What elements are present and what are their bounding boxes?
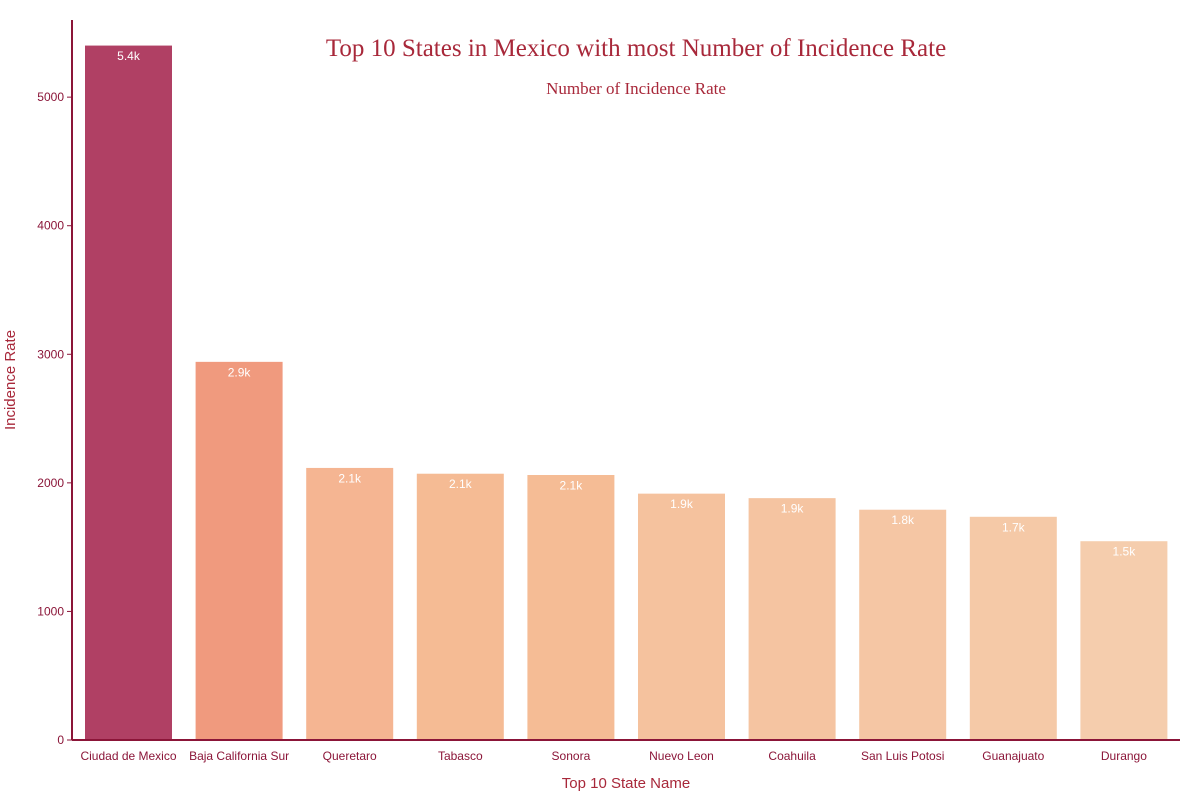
bar-value-label: 2.1k bbox=[560, 479, 584, 493]
bar-ciudad-de-mexico bbox=[84, 44, 173, 741]
chart-subtitle: Number of Incidence Rate bbox=[546, 79, 726, 98]
x-tick-label: Coahuila bbox=[768, 749, 816, 763]
y-tick-label: 2000 bbox=[37, 476, 64, 490]
bar-value-label: 5.4k bbox=[117, 49, 141, 63]
y-tick-label: 1000 bbox=[37, 604, 64, 618]
data-labels-layer: 5.4k 2.9k 2.1k 2.1k 2.1k 1.9k 1.9k 1.8k 1.7k 1.5k bbox=[117, 49, 1136, 559]
chart-title: Top 10 States in Mexico with most Number… bbox=[326, 35, 946, 62]
y-tick-label: 0 bbox=[57, 733, 64, 747]
y-tick-label: 3000 bbox=[37, 347, 64, 361]
x-tick-label: San Luis Potosi bbox=[861, 749, 944, 763]
bar-nuevo-leon bbox=[637, 492, 726, 741]
bar-value-label: 1.8k bbox=[891, 513, 915, 527]
bar-value-label: 1.5k bbox=[1113, 545, 1137, 559]
bar-value-label: 1.9k bbox=[781, 502, 805, 516]
bar-guanajuato bbox=[968, 515, 1058, 741]
y-tick-label: 5000 bbox=[37, 90, 64, 104]
x-axis-title: Top 10 State Name bbox=[562, 775, 690, 792]
x-tick-label: Queretaro bbox=[323, 749, 377, 763]
bar-value-label: 2.1k bbox=[449, 477, 473, 491]
bar-coahuila bbox=[747, 497, 837, 741]
x-ticks-layer: Ciudad de Mexico Baja California Sur Quere… bbox=[80, 749, 1147, 763]
y-axis-title: Incidence Rate bbox=[2, 330, 19, 430]
x-tick-label: Guanajuato bbox=[982, 749, 1044, 763]
x-tick-label: Nuevo Leon bbox=[649, 749, 714, 763]
y-ticks-layer: 0 1000 2000 3000 4000 5000 bbox=[37, 90, 72, 747]
x-tick-label: Baja California Sur bbox=[189, 749, 289, 763]
x-tick-label: Durango bbox=[1101, 749, 1147, 763]
bar-queretaro bbox=[305, 466, 395, 741]
x-tick-label: Ciudad de Mexico bbox=[80, 749, 176, 763]
bar-value-label: 1.9k bbox=[670, 497, 694, 511]
x-tick-label: Sonora bbox=[552, 749, 591, 763]
bar-sonora bbox=[526, 474, 616, 741]
bar-value-label: 2.9k bbox=[228, 365, 252, 379]
bar-tabasco bbox=[415, 472, 505, 741]
x-tick-label: Tabasco bbox=[438, 749, 483, 763]
bars-layer bbox=[84, 44, 1169, 741]
bar-baja-california-sur bbox=[194, 360, 284, 741]
bar-value-label: 1.7k bbox=[1002, 520, 1026, 534]
bar-value-label: 2.1k bbox=[338, 471, 362, 485]
y-tick-label: 4000 bbox=[37, 219, 64, 233]
bar-san-luis-potosi bbox=[858, 508, 948, 741]
bar-durango bbox=[1079, 540, 1169, 741]
axes-layer bbox=[71, 20, 1180, 741]
